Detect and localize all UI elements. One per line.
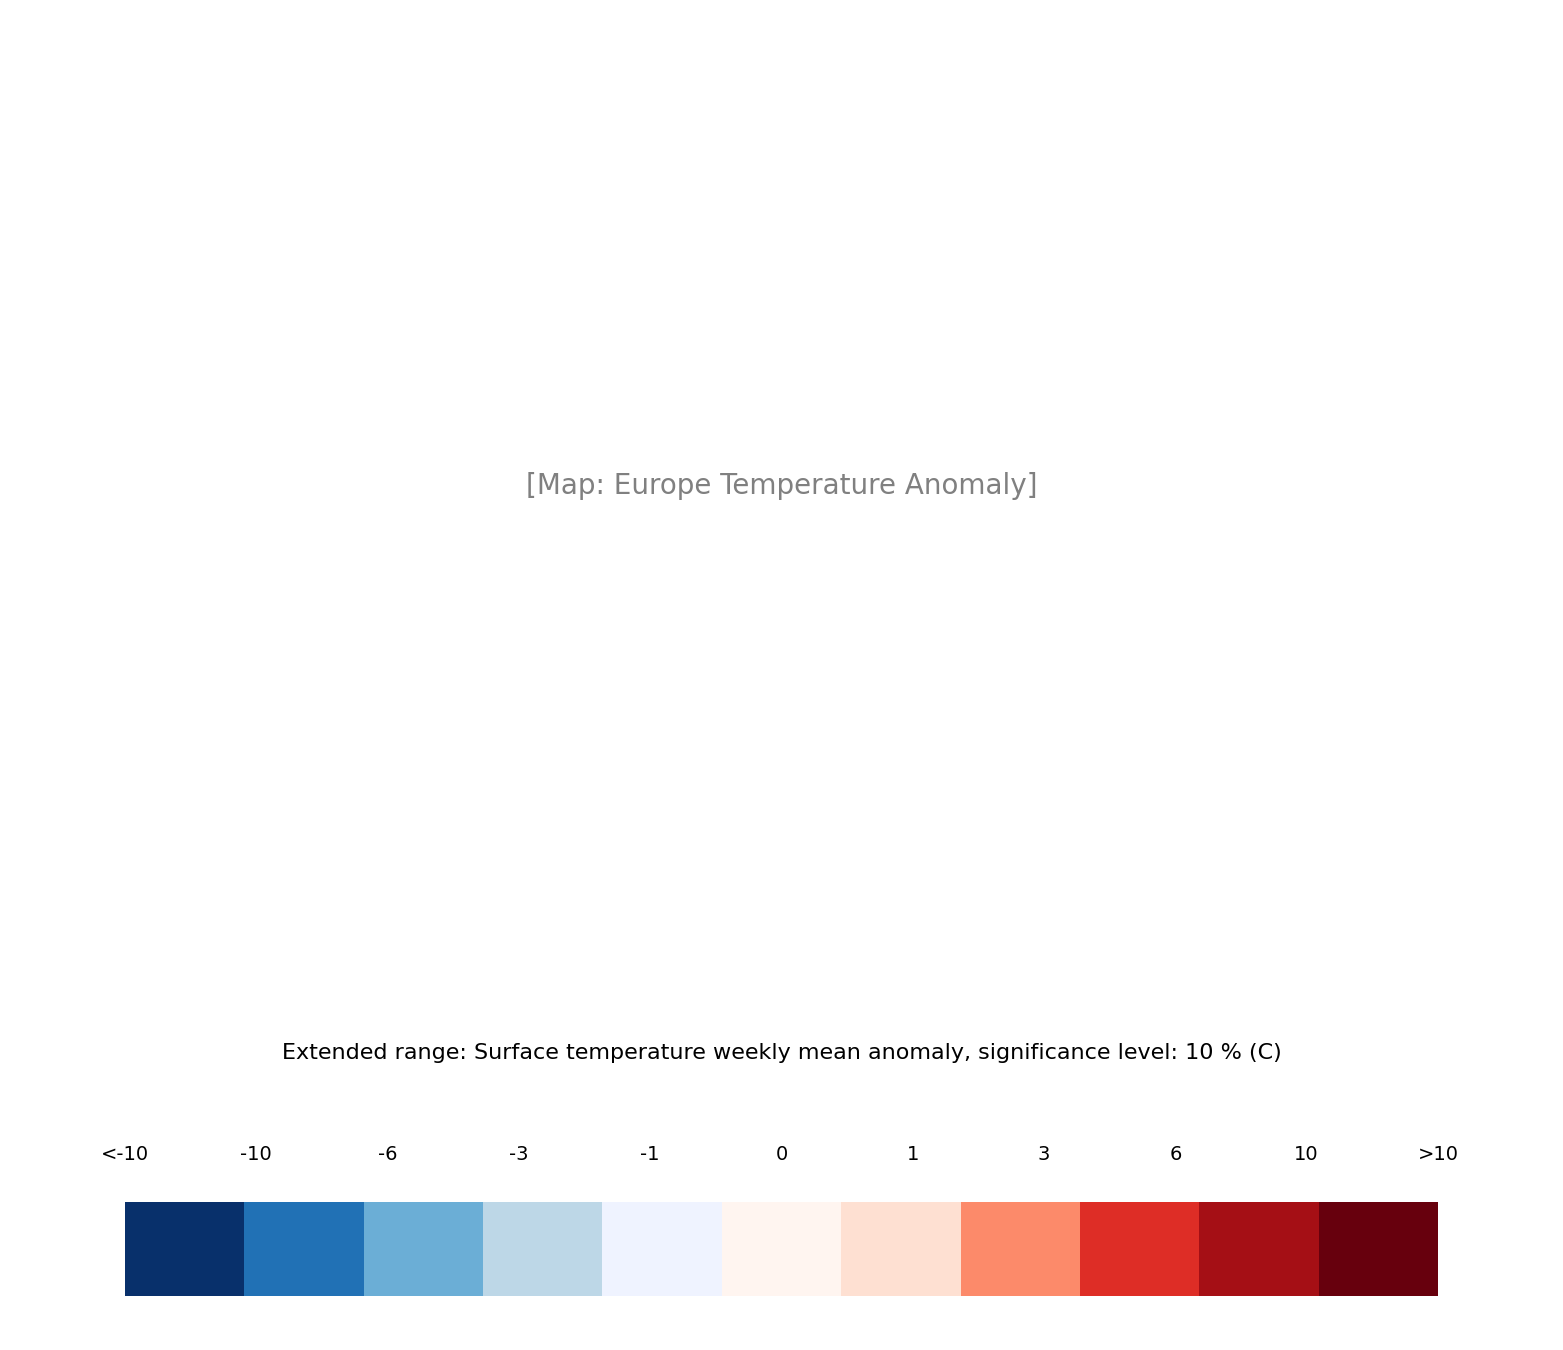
Text: <-10: <-10 [102,1145,148,1164]
Text: -1: -1 [641,1145,660,1164]
Text: [Map: Europe Temperature Anomaly]: [Map: Europe Temperature Anomaly] [525,472,1038,499]
Bar [602,1202,722,1296]
Bar [1319,1202,1438,1296]
Bar [244,1202,364,1296]
Text: 6: 6 [1169,1145,1182,1164]
Text: >10: >10 [1418,1145,1458,1164]
Text: 1: 1 [907,1145,919,1164]
Bar [364,1202,483,1296]
Text: Extended range: Surface temperature weekly mean anomaly, significance level: 10 : Extended range: Surface temperature week… [281,1044,1282,1062]
Text: -3: -3 [510,1145,528,1164]
Text: -6: -6 [378,1145,397,1164]
Bar [125,1202,244,1296]
Text: -10: -10 [241,1145,272,1164]
Text: 3: 3 [1038,1145,1050,1164]
Bar [1080,1202,1199,1296]
Bar [1199,1202,1319,1296]
Text: 0: 0 [775,1145,788,1164]
Bar [722,1202,841,1296]
Bar [961,1202,1080,1296]
Text: 10: 10 [1294,1145,1319,1164]
Bar [841,1202,961,1296]
Bar [483,1202,602,1296]
